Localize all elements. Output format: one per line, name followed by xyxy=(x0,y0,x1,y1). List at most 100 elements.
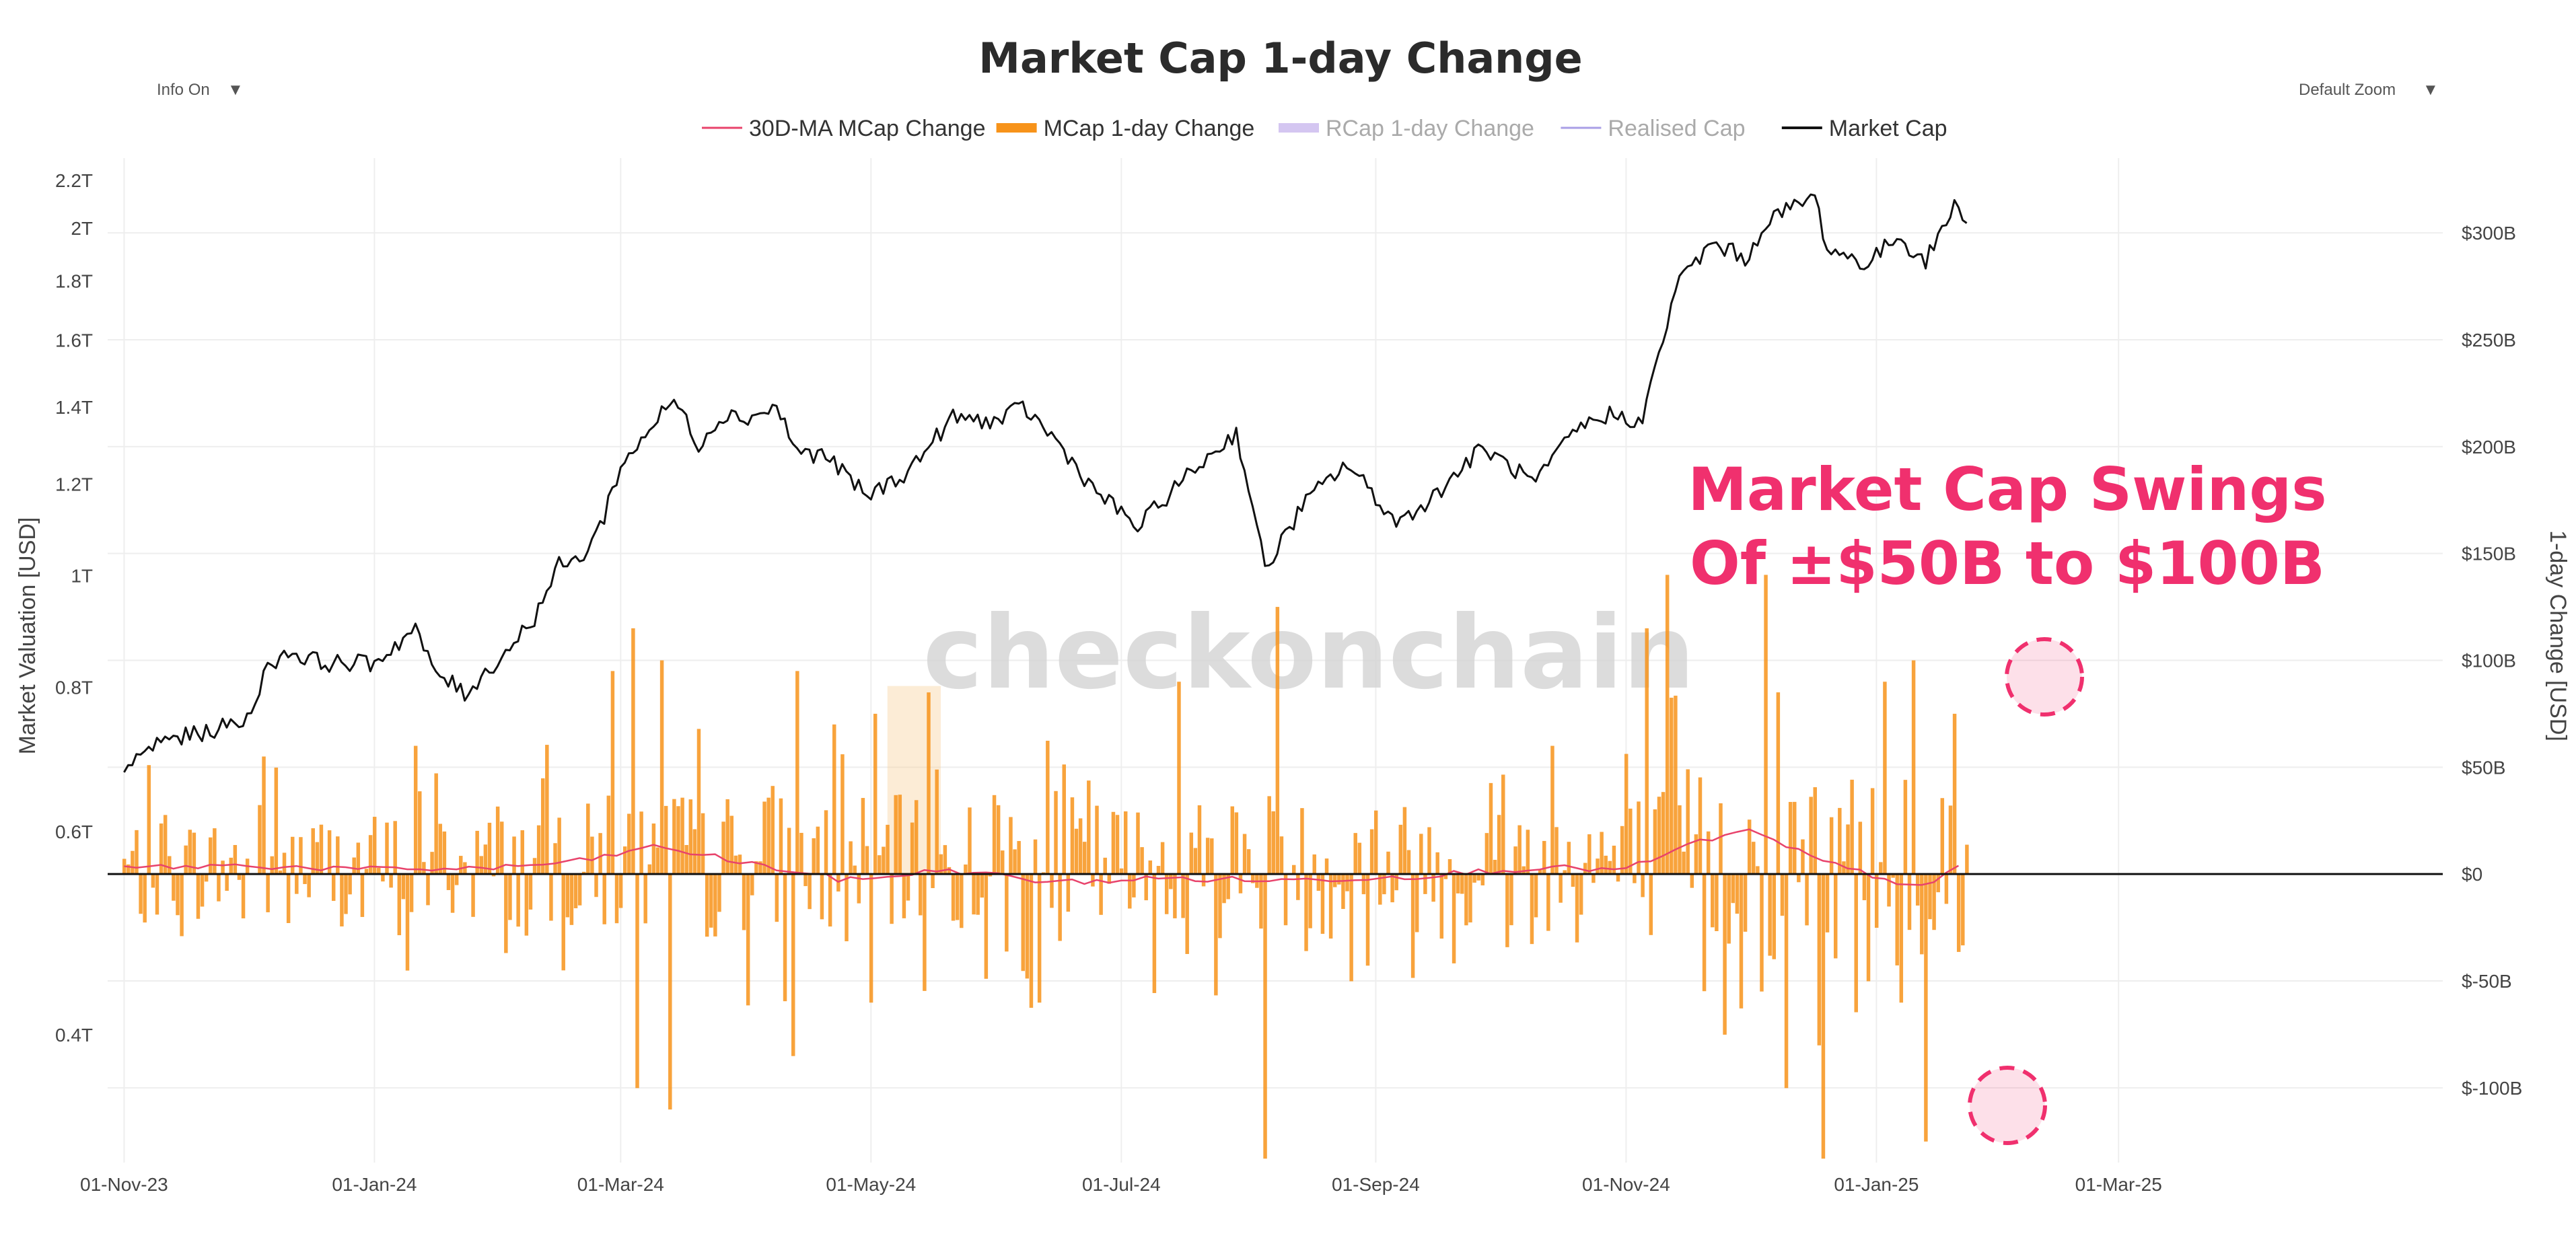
mcap-change-bar xyxy=(1337,874,1341,885)
mcap-change-bar xyxy=(688,799,693,875)
mcap-change-bar xyxy=(988,874,993,877)
mcap-change-bar xyxy=(389,874,393,888)
mcap-change-bar xyxy=(828,874,832,927)
mcap-change-bar xyxy=(1534,874,1538,918)
y-left-tick-label: 2T xyxy=(71,218,93,239)
mcap-change-bar xyxy=(1817,874,1822,1046)
mcap-change-bar xyxy=(1148,860,1153,875)
market-cap-series xyxy=(123,193,1968,773)
mcap-change-bar xyxy=(1095,805,1099,875)
annotation-line-2: Of ±$50B to $100B xyxy=(1690,529,2325,598)
mcap-change-bar xyxy=(1501,774,1505,875)
mcap-change-bar xyxy=(1698,777,1703,875)
mcap-change-bar xyxy=(319,824,324,875)
mcap-change-bar xyxy=(295,874,299,894)
mcap-change-bar xyxy=(808,874,812,910)
mcap-change-bar xyxy=(1476,874,1480,881)
mcap-change-bar xyxy=(869,874,873,1003)
mcap-change-bar xyxy=(832,724,836,875)
mcap-change-bar xyxy=(1752,842,1756,875)
mcap-change-bar xyxy=(878,855,882,875)
mcap-change-bar xyxy=(1788,801,1793,875)
mcap-change-bar xyxy=(368,835,373,875)
mcap-change-bar xyxy=(984,874,989,979)
x-tick-label: 01-Mar-24 xyxy=(577,1174,664,1195)
mcap-change-bar xyxy=(610,671,615,875)
mcap-change-bar xyxy=(1177,682,1181,875)
mcap-change-bar xyxy=(356,842,361,875)
mcap-change-bar xyxy=(540,778,545,875)
y-right-tick-label: $150B xyxy=(2462,544,2516,564)
mcap-change-bar xyxy=(1328,874,1333,939)
mcap-change-bar xyxy=(1447,858,1452,875)
mcap-change-bar xyxy=(1559,874,1563,903)
annotation: Market Cap Swings Of ±$50B to $100B xyxy=(1688,455,2327,1145)
mcap-change-bar xyxy=(1246,849,1251,875)
mcap-change-bar xyxy=(1891,874,1895,878)
mcap-change-bar xyxy=(968,807,972,875)
mcap-change-bar xyxy=(1173,874,1177,918)
mcap-change-bar xyxy=(742,874,746,930)
mcap-change-bar xyxy=(1427,827,1431,875)
mcap-change-bar xyxy=(898,795,902,875)
mcap-change-bar xyxy=(1702,874,1707,992)
mcap-change-bar xyxy=(1242,834,1247,875)
mcap-change-bar xyxy=(233,844,238,875)
legend-label: Realised Cap xyxy=(1608,116,1745,141)
mcap-change-bar xyxy=(914,800,919,875)
mcap-change-bar xyxy=(1612,845,1616,875)
mcap-change-bar xyxy=(1386,851,1390,875)
mcap-change-bar xyxy=(1809,797,1813,875)
mcap-change-bar xyxy=(1005,874,1009,952)
mcap-change-bar xyxy=(1858,821,1863,875)
y-axis-right-title: 1-day Change [USD] xyxy=(2545,530,2571,741)
mcap-change-bar xyxy=(1633,874,1637,883)
mcap-change-bar xyxy=(606,795,611,875)
info-dropdown[interactable]: Info On ▼ xyxy=(157,81,244,99)
mcap-change-bar xyxy=(902,874,906,918)
mcap-change-bar xyxy=(791,874,795,1056)
mcap-change-bar xyxy=(816,826,820,875)
mcap-change-bar xyxy=(1961,874,1965,946)
y-left-tick-label: 1.2T xyxy=(55,474,93,495)
mcap-change-bar xyxy=(1275,607,1280,875)
mcap-change-bar xyxy=(812,838,816,875)
mcap-change-bar xyxy=(1825,874,1830,932)
zoom-dropdown-label: Default Zoom xyxy=(2299,81,2396,99)
mcap-change-bar xyxy=(553,843,557,875)
mcap-change-bar xyxy=(352,857,356,875)
mcap-change-bar xyxy=(442,831,447,875)
mcap-change-bar xyxy=(418,791,422,875)
mcap-change-bar xyxy=(1123,811,1128,875)
legend-label: MCap 1-day Change xyxy=(1044,116,1255,141)
mcap-change-bar xyxy=(1119,868,1124,875)
mcap-change-bar xyxy=(1686,769,1690,875)
mcap-change-bar xyxy=(1066,874,1071,912)
mcap-change-bar xyxy=(1415,874,1419,932)
mcap-change-bar xyxy=(377,867,381,875)
mcap-change-bar xyxy=(1341,874,1345,910)
mcap-change-bar xyxy=(1661,792,1666,875)
mcap-change-bar xyxy=(1357,842,1362,875)
mcap-change-bar xyxy=(139,874,143,914)
mcap-change-bar xyxy=(1813,787,1817,875)
mcap-change-bar xyxy=(1201,874,1206,887)
mcap-change-bar xyxy=(557,817,561,875)
legend: 30D-MA MCap Change MCap 1-day Change RCap … xyxy=(702,116,1947,141)
mcap-change-bar xyxy=(655,847,660,875)
legend-item: MCap 1-day Change xyxy=(996,116,1255,141)
mcap-change-bar xyxy=(1554,827,1559,875)
mcap-change-bar xyxy=(951,874,956,921)
mcap-change-bar xyxy=(676,806,680,875)
y-axis-left: 0.4T 0.6T 0.8T 1T 1.2T 1.4T 1.6T 1.8T 2T 2.2T xyxy=(55,170,93,1046)
mcap-change-bar xyxy=(1952,713,1957,875)
mcap-change-bar xyxy=(131,850,135,875)
mcap-change-bar xyxy=(857,874,861,904)
mcap-change-bar xyxy=(659,660,664,875)
mcap-change-bar xyxy=(1624,754,1629,875)
mcap-change-bar xyxy=(882,846,886,875)
mcap-change-bar xyxy=(163,815,168,875)
zoom-dropdown[interactable]: Default Zoom ▼ xyxy=(2299,81,2439,99)
mcap-change-bar xyxy=(960,874,964,928)
mcap-change-bar xyxy=(1571,874,1575,887)
